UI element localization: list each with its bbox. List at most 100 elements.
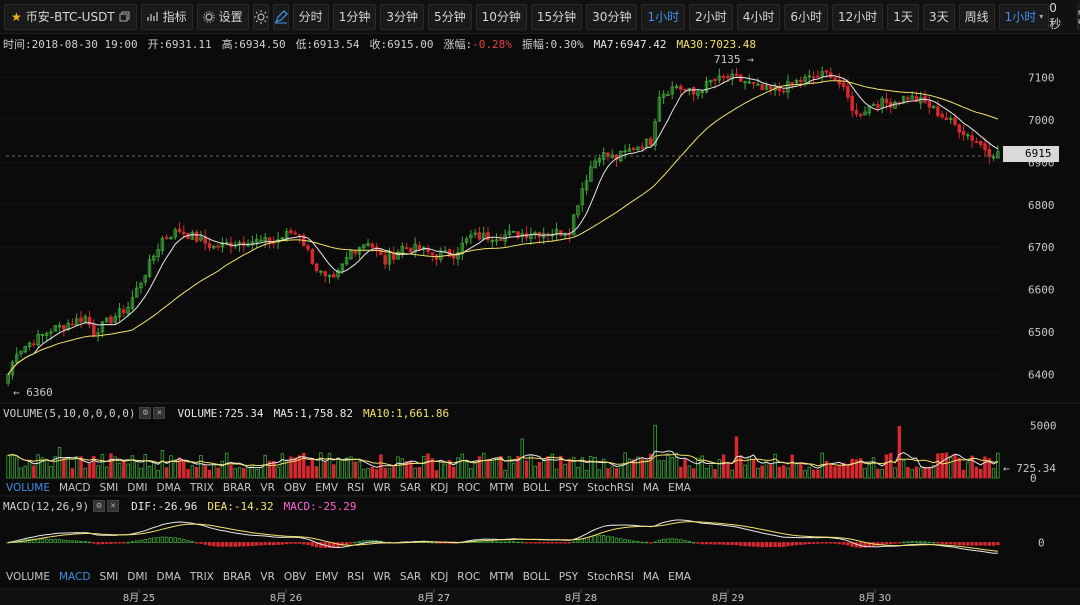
vol-tab-volume[interactable]: VOLUME <box>6 482 50 494</box>
volume-bar <box>580 457 584 479</box>
date-label-0: 8月 25 <box>123 592 155 604</box>
fullscreen-button[interactable] <box>1077 3 1080 30</box>
indicators-button[interactable]: 指标 <box>140 3 193 30</box>
macd-tab-smi[interactable]: SMI <box>99 571 119 583</box>
volume-bar <box>559 455 563 479</box>
interval-2[interactable]: 3分钟 <box>380 3 424 30</box>
interval-4[interactable]: 10分钟 <box>475 3 527 30</box>
theme-button[interactable] <box>252 3 269 30</box>
interval-6[interactable]: 30分钟 <box>586 3 638 30</box>
volume-bar <box>14 456 19 479</box>
interval-3[interactable]: 5分钟 <box>427 3 472 30</box>
volume-bar <box>70 468 75 479</box>
vol-tab-macd[interactable]: MACD <box>58 482 91 494</box>
vol-tab-smi[interactable]: SMI <box>99 482 119 494</box>
interval-13[interactable]: 3天 <box>922 3 955 30</box>
countdown-seconds: 0秒 <box>1049 1 1062 31</box>
macd-tab-stochrsi[interactable]: StochRSI <box>587 571 634 583</box>
volume-bar <box>36 454 40 479</box>
macd-histogram-bar <box>640 541 644 544</box>
volume-bar <box>57 447 62 479</box>
volume-bar <box>854 459 859 479</box>
macd-tab-sar[interactable]: SAR <box>399 571 422 583</box>
vol-tab-obv[interactable]: OBV <box>283 482 307 494</box>
macd-tab-ma[interactable]: MA <box>642 571 660 583</box>
macd-tab-obv[interactable]: OBV <box>283 571 307 583</box>
interval-5[interactable]: 15分钟 <box>530 3 583 30</box>
symbol-selector[interactable]: ★ 币安-BTC-USDT <box>4 3 137 30</box>
draw-button[interactable] <box>272 3 289 30</box>
volume-bar <box>473 461 477 479</box>
macd-tab-volume[interactable]: VOLUME <box>6 571 50 583</box>
macd-histogram-bar <box>310 542 315 547</box>
vol-tab-psy[interactable]: PSY <box>558 482 579 494</box>
interval-7[interactable]: 1小时 <box>641 3 686 30</box>
vol-tab-stochrsi[interactable]: StochRSI <box>587 482 634 494</box>
interval-0[interactable]: 分时 <box>292 3 329 30</box>
settings-button[interactable]: 设置 <box>196 3 249 30</box>
vol-tab-dma[interactable]: DMA <box>156 482 181 494</box>
vol-tab-emv[interactable]: EMV <box>315 482 339 494</box>
interval-8[interactable]: 2小时 <box>689 3 733 30</box>
vol-tab-ema[interactable]: EMA <box>668 482 691 494</box>
interval-11[interactable]: 12小时 <box>832 3 884 30</box>
candle-body <box>344 257 349 265</box>
interval-10[interactable]: 6小时 <box>784 3 829 30</box>
vol-tab-wr[interactable]: WR <box>373 482 391 494</box>
candle-body <box>730 73 734 80</box>
macd-histogram-bar <box>224 542 229 547</box>
macd-tab-psy[interactable]: PSY <box>558 571 579 583</box>
vol-tab-mtm[interactable]: MTM <box>489 482 514 494</box>
candle-body <box>769 85 773 90</box>
macd-tab-rsi[interactable]: RSI <box>347 571 365 583</box>
vol-tab-vr[interactable]: VR <box>260 482 275 494</box>
interval-12[interactable]: 1天 <box>887 3 919 30</box>
volume-bar <box>19 467 23 479</box>
macd-tab-mtm[interactable]: MTM <box>489 571 514 583</box>
vol-tab-kdj[interactable]: KDJ <box>430 482 449 494</box>
interval-1[interactable]: 1分钟 <box>332 3 377 30</box>
copy-icon[interactable] <box>119 11 130 22</box>
vol-tab-roc[interactable]: ROC <box>457 482 481 494</box>
volume-settings-icon[interactable]: ⚙ <box>139 407 152 419</box>
macd-settings-icon[interactable]: ⚙ <box>93 500 106 512</box>
vol-tab-ma[interactable]: MA <box>642 482 660 494</box>
volume-bar <box>713 469 717 479</box>
volume-bar <box>709 464 713 479</box>
candle-body <box>576 205 580 216</box>
macd-tab-brar[interactable]: BRAR <box>222 571 252 583</box>
macd-tab-emv[interactable]: EMV <box>315 571 339 583</box>
interval-14[interactable]: 周线 <box>958 3 995 30</box>
macd-histogram-bar <box>584 537 589 543</box>
interval-9[interactable]: 4小时 <box>736 3 781 30</box>
candle-body <box>314 263 319 271</box>
macd-histogram-bar <box>657 539 662 543</box>
vol-tab-boll[interactable]: BOLL <box>522 482 550 494</box>
vol-tab-dmi[interactable]: DMI <box>127 482 148 494</box>
macd-histogram-bar <box>841 542 846 545</box>
macd-tab-macd[interactable]: MACD <box>58 571 91 583</box>
macd-tab-kdj[interactable]: KDJ <box>430 571 449 583</box>
interval-dropdown[interactable]: 1小时 ▾ <box>998 3 1050 30</box>
macd-tab-trix[interactable]: TRIX <box>189 571 214 583</box>
star-icon[interactable]: ★ <box>11 9 22 24</box>
volume-bar <box>700 455 704 479</box>
volume-close-icon[interactable]: ✕ <box>153 407 166 419</box>
candle-body <box>713 79 717 82</box>
macd-tab-dma[interactable]: DMA <box>156 571 181 583</box>
macd-tab-dmi[interactable]: DMI <box>127 571 148 583</box>
vol-tab-trix[interactable]: TRIX <box>189 482 214 494</box>
macd-tab-boll[interactable]: BOLL <box>522 571 550 583</box>
volume-bar <box>490 461 495 479</box>
vol-tab-rsi[interactable]: RSI <box>347 482 365 494</box>
macd-close-icon[interactable]: ✕ <box>107 500 120 512</box>
macd-tab-ema[interactable]: EMA <box>668 571 691 583</box>
macd-histogram-bar <box>893 542 897 544</box>
vol-tab-sar[interactable]: SAR <box>399 482 422 494</box>
macd-tab-wr[interactable]: WR <box>373 571 391 583</box>
macd-tab-roc[interactable]: ROC <box>457 571 481 583</box>
vol-tab-brar[interactable]: BRAR <box>222 482 252 494</box>
macd-tab-vr[interactable]: VR <box>260 571 275 583</box>
macd-histogram-bar <box>884 542 889 545</box>
